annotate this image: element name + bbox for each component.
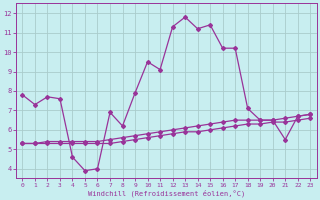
X-axis label: Windchill (Refroidissement éolien,°C): Windchill (Refroidissement éolien,°C) [88, 189, 245, 197]
